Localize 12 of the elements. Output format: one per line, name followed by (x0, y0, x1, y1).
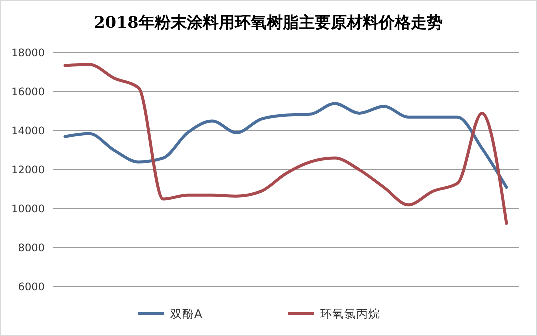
y-tick-label: 10000 (12, 204, 45, 216)
chart-title: 2018年粉末涂料用环氧树脂主要原材料价格走势 (94, 13, 443, 32)
legend-label: 双酚A (170, 307, 202, 322)
y-tick-label: 14000 (12, 126, 45, 138)
y-tick-label: 12000 (12, 164, 45, 177)
y-tick-label: 8000 (18, 242, 45, 255)
line-series (64, 63, 508, 226)
line-series (64, 102, 508, 190)
y-tick-label: 6000 (18, 282, 45, 294)
y-tick-label: 18000 (12, 48, 45, 60)
y-tick-label: 16000 (12, 86, 45, 99)
legend-label: 环氧氯丙烷 (320, 307, 380, 322)
